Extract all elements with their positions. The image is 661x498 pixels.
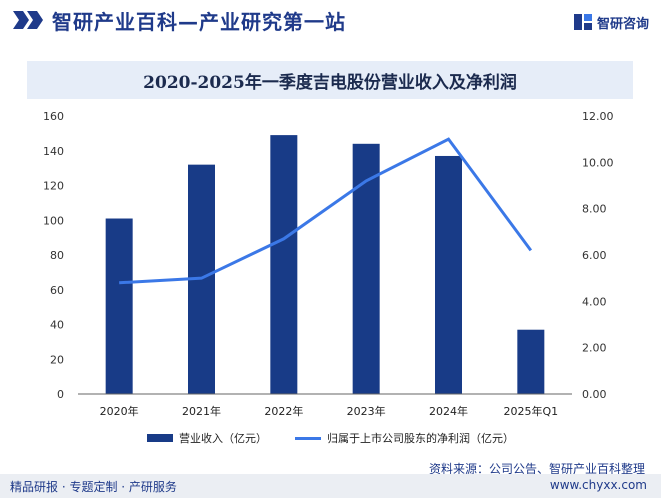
header-stripes-icon — [13, 11, 43, 29]
y-right-tick-label: 6.00 — [582, 249, 607, 262]
source-note: 资料来源：公司公告、智研产业百科整理 — [428, 462, 645, 476]
y-left-tick-label: 20 — [50, 353, 64, 366]
x-tick-label: 2020年 — [100, 404, 139, 418]
legend-item-revenue: 营业收入（亿元） — [147, 430, 267, 446]
x-tick-label: 2025年Q1 — [504, 404, 559, 418]
bar-revenue — [435, 155, 462, 394]
bar-revenue — [517, 329, 545, 394]
y-left-tick-label: 60 — [50, 284, 64, 297]
x-tick-label: 2021年 — [182, 404, 221, 418]
y-left-tick-label: 140 — [43, 145, 64, 158]
chart-title: 2020-2025年一季度吉电股份营业收入及净利润 — [143, 72, 517, 93]
x-tick-label: 2023年 — [347, 404, 386, 418]
legend-swatch-line — [295, 436, 321, 440]
bar-revenue — [105, 218, 133, 394]
site-title: 智研产业百科—产业研究第一站 — [52, 10, 346, 34]
y-right-tick-label: 2.00 — [582, 342, 607, 355]
y-left-tick-label: 0 — [57, 388, 64, 401]
y-left-tick-label: 80 — [50, 249, 64, 262]
legend-item-net-profit: 归属于上市公司股东的净利润（亿元） — [295, 430, 514, 446]
x-tick-label: 2024年 — [429, 404, 468, 418]
brand-logo[interactable]: 智研咨询 — [573, 12, 649, 32]
y-left-tick-label: 100 — [43, 214, 64, 227]
y-left-tick-label: 40 — [50, 319, 64, 332]
y-right-tick-label: 4.00 — [582, 295, 607, 308]
header-bar: 智研产业百科—产业研究第一站 智研咨询 — [0, 0, 661, 42]
legend-label-revenue: 营业收入（亿元） — [179, 432, 267, 445]
footer-url[interactable]: www.chyxx.com — [549, 478, 647, 492]
brand-text: 智研咨询 — [596, 16, 649, 32]
footer-bar: 精品研报 · 专题定制 · 产研服务 www.chyxx.com — [0, 474, 661, 498]
legend-swatch-bar — [147, 434, 173, 442]
y-right-tick-label: 10.00 — [582, 156, 614, 169]
y-right-tick-label: 0.00 — [582, 388, 607, 401]
chart-title-band: 2020-2025年一季度吉电股份营业收入及净利润 — [27, 61, 633, 99]
y-left-tick-label: 160 — [43, 110, 64, 123]
series-line-net-profit — [119, 137, 533, 285]
x-tick-label: 2022年 — [264, 404, 303, 418]
brand-icon — [573, 14, 592, 30]
legend-label-net-profit: 归属于上市公司股东的净利润（亿元） — [327, 432, 514, 445]
y-right-tick-label: 12.00 — [582, 110, 614, 123]
footer-services: 精品研报 · 专题定制 · 产研服务 — [10, 480, 177, 494]
legend: 营业收入（亿元） 归属于上市公司股东的净利润（亿元） — [0, 428, 661, 448]
y-left-tick-label: 120 — [43, 180, 64, 193]
y-right-tick-label: 8.00 — [582, 203, 607, 216]
bar-revenue — [270, 135, 298, 395]
chart-plot: 0 20 40 60 80 100 120 140 160 0.00 2.00 4.00 6.00 8.… — [43, 110, 614, 418]
